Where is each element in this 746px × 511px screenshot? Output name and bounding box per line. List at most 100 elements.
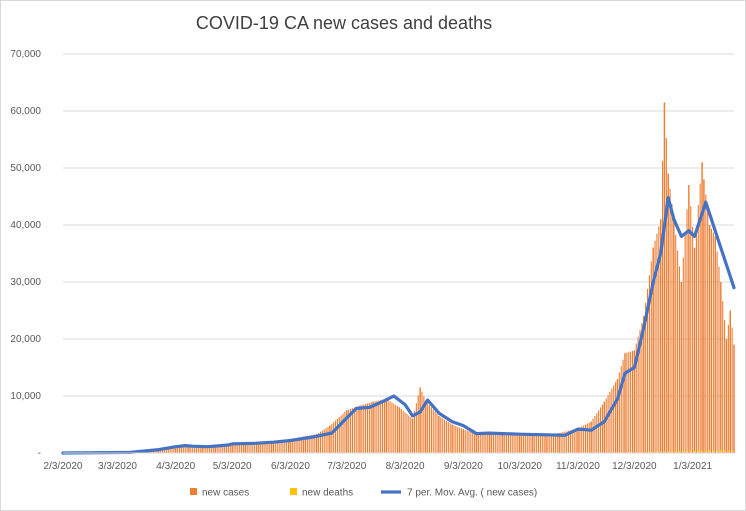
new-cases-bar: [648, 275, 650, 453]
new-cases-bar: [692, 226, 694, 453]
new-cases-bar: [541, 434, 543, 453]
new-deaths-bar: [652, 451, 654, 453]
new-cases-bar: [455, 426, 457, 453]
new-cases-bar: [459, 427, 461, 453]
new-cases-bar: [158, 450, 160, 453]
new-deaths-bar: [708, 449, 711, 453]
new-cases-bar: [693, 247, 696, 453]
new-cases-bar: [216, 445, 218, 453]
new-cases-bar: [652, 247, 654, 453]
x-tick-label: 10/3/2020: [497, 461, 542, 472]
new-cases-bar: [372, 401, 374, 453]
new-cases-bar: [355, 406, 357, 453]
new-cases-bar: [306, 435, 308, 453]
new-cases-bar: [434, 411, 436, 453]
new-cases-bar: [270, 442, 273, 453]
x-tick-label: 8/3/2020: [386, 461, 425, 472]
new-cases-bar: [515, 434, 517, 453]
new-cases-bar: [637, 336, 639, 453]
new-cases-bar: [177, 446, 179, 453]
new-cases-bar: [577, 428, 579, 453]
new-cases-bar: [244, 443, 247, 453]
new-cases-bar: [408, 415, 410, 453]
new-cases-bar: [547, 434, 549, 453]
new-cases-bar: [282, 440, 284, 453]
new-cases-bar: [477, 434, 479, 453]
new-cases-bar: [686, 209, 688, 453]
new-cases-bar: [442, 418, 444, 453]
new-cases-bar: [327, 426, 329, 453]
new-cases-bar: [214, 445, 216, 453]
new-cases-bar: [500, 433, 502, 453]
new-cases-bar: [519, 434, 521, 453]
new-cases-bar: [633, 350, 636, 453]
new-cases-bar: [314, 434, 316, 453]
new-cases-bar: [427, 402, 429, 453]
new-cases-bar: [530, 434, 532, 453]
new-cases-bar: [199, 446, 201, 453]
new-cases-bar: [325, 428, 327, 453]
new-cases-bar: [609, 391, 611, 453]
new-cases-bar: [381, 399, 384, 453]
new-cases-bar: [643, 316, 645, 453]
new-cases-bar: [513, 434, 515, 453]
new-cases-bar: [605, 398, 607, 453]
y-tick-label: -: [38, 448, 41, 459]
new-cases-bar: [534, 434, 536, 453]
y-tick-label: 40,000: [10, 220, 41, 231]
new-cases-bar: [656, 233, 658, 453]
new-cases-bar: [639, 329, 641, 453]
new-cases-bar: [553, 433, 555, 453]
new-cases-bar: [483, 433, 485, 453]
new-cases-bar: [233, 444, 235, 453]
new-cases-bar: [509, 434, 511, 453]
new-deaths-bar: [648, 451, 651, 453]
y-tick-label: 50,000: [10, 163, 41, 174]
new-cases-bar: [276, 441, 278, 453]
new-cases-bar: [235, 444, 237, 453]
new-cases-bar: [703, 179, 705, 453]
legend: new cases new deaths 7 per. Mov. Avg. ( ne…: [190, 488, 537, 499]
new-cases-bar: [359, 405, 361, 453]
new-cases-bar: [733, 344, 735, 453]
new-cases-bar: [440, 417, 442, 453]
new-cases-bar: [348, 409, 350, 453]
new-cases-bar: [626, 352, 628, 453]
new-cases-bar: [383, 399, 385, 453]
new-cases-bar: [677, 250, 679, 453]
new-cases-bar: [615, 382, 617, 453]
new-cases-bar: [160, 449, 162, 453]
new-cases-bar: [284, 440, 286, 453]
new-cases-bar: [671, 204, 673, 453]
new-cases-bar: [272, 441, 275, 453]
new-cases-bar: [195, 445, 197, 453]
new-cases-bar: [304, 436, 307, 453]
new-cases-bar: [180, 446, 182, 453]
new-cases-bar: [496, 433, 498, 453]
new-cases-bar: [506, 433, 508, 453]
new-cases-bar: [526, 434, 528, 453]
new-cases-bar: [432, 409, 434, 453]
new-deaths-bar: [678, 450, 681, 453]
new-cases-bar: [224, 444, 226, 453]
new-cases-bar: [536, 434, 538, 453]
new-cases-bar: [592, 418, 594, 453]
new-cases-bar: [312, 434, 314, 453]
new-cases-bar: [308, 435, 310, 453]
new-cases-bar: [568, 430, 570, 453]
new-deaths-bar: [720, 449, 722, 453]
new-cases-bar: [246, 443, 248, 453]
new-cases-bar: [421, 391, 423, 453]
new-cases-bar: [646, 288, 649, 453]
new-cases-bar: [712, 232, 714, 453]
new-cases-bar: [449, 423, 451, 453]
new-cases-bar: [475, 434, 478, 453]
new-cases-bar: [560, 432, 562, 453]
new-cases-bar: [710, 228, 712, 453]
new-cases-bar: [289, 439, 292, 453]
new-cases-bar: [229, 444, 231, 453]
chart-title: COVID-19 CA new cases and deaths: [196, 13, 492, 33]
new-deaths-bar: [724, 449, 726, 453]
new-cases-bar: [628, 352, 630, 453]
new-cases-bar: [353, 407, 355, 453]
